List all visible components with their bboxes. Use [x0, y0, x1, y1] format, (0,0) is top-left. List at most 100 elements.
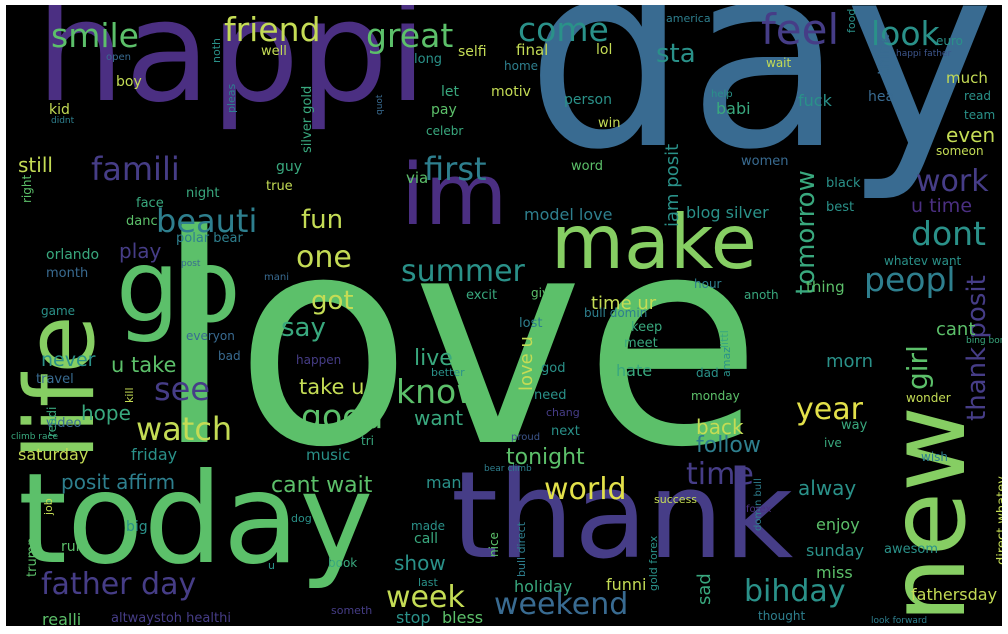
word-last: last — [418, 576, 438, 589]
word-take-u: take u — [299, 375, 365, 399]
word-play: play — [119, 239, 162, 263]
word-girl: girl — [901, 345, 934, 390]
word-team: team — [964, 108, 996, 122]
word-cant: cant — [936, 319, 976, 340]
word-fun: fun — [301, 205, 344, 235]
word-call: call — [414, 531, 439, 547]
word-travel: travel — [36, 372, 74, 387]
word-sad: sad — [694, 573, 715, 605]
word-follow: follow — [696, 433, 761, 458]
word-model-love: model love — [524, 205, 613, 224]
word-music: music — [306, 446, 351, 464]
word-proud: proud — [511, 432, 541, 443]
word-home: home — [504, 59, 539, 73]
word-right: right — [20, 174, 34, 203]
word-make: make — [551, 198, 757, 286]
word-famili: famili — [91, 150, 180, 188]
word-made: made — [411, 519, 446, 533]
word-kid: kid — [49, 102, 70, 118]
word-friend: friend — [224, 10, 321, 49]
word-person: person — [564, 92, 612, 108]
word-live: live — [414, 346, 453, 371]
word-via: via — [406, 169, 429, 187]
word-look: look — [871, 14, 940, 53]
word-happi: happi — [36, 5, 428, 134]
word-amaz: amaz — [720, 347, 733, 377]
word-meet: meet — [624, 336, 658, 351]
word-polar-bear: polar bear — [176, 231, 243, 246]
word-month: month — [46, 266, 89, 281]
word-miss: miss — [816, 563, 853, 582]
word-iam-posit: iam posit — [662, 143, 683, 227]
word-watch: watch — [136, 410, 233, 448]
word-next: next — [551, 424, 580, 439]
word-work: work — [916, 164, 989, 199]
word-time-ur: time ur — [591, 293, 657, 314]
word-bless: bless — [442, 608, 484, 626]
word-u-take: u take — [111, 353, 177, 377]
word-good: good — [301, 397, 384, 436]
word-video: video — [46, 416, 82, 431]
word-open: open — [106, 52, 131, 63]
word-tonight: tonight — [506, 445, 585, 470]
word-love-u: love u — [516, 336, 537, 391]
word-back: back — [696, 415, 744, 439]
word-sunday: sunday — [806, 541, 865, 560]
word-wish: wish — [921, 450, 949, 464]
word-bihday: bihday — [744, 574, 846, 609]
word-hea: hea — [868, 89, 895, 105]
word-trump: trump — [25, 537, 40, 577]
word-mani: mani — [264, 272, 289, 283]
word-sta: sta — [656, 39, 696, 69]
word-anoth: anoth — [744, 288, 779, 302]
word-bull-direct: bull direct — [515, 521, 528, 577]
word-someon: someon — [936, 144, 984, 158]
word-need: need — [534, 388, 567, 403]
word-still: still — [18, 153, 53, 177]
word-u-time: u time — [911, 195, 973, 217]
word-america: america — [666, 12, 711, 25]
word-food: food — [845, 8, 858, 33]
word-wait: wait — [766, 56, 792, 70]
word-face: face — [136, 196, 164, 211]
word-forex: forex — [746, 504, 772, 515]
word-whatev-want: whatev want — [884, 254, 962, 268]
word-love: love — [154, 174, 763, 511]
word-danc: danc — [126, 214, 158, 229]
word-euro: euro — [936, 34, 963, 48]
word-thank-posit: thank posit — [962, 275, 992, 421]
word-never: never — [41, 349, 96, 371]
word-celebr: celebr — [426, 124, 464, 138]
word-tomorrow: tomorrow — [791, 170, 821, 295]
word-boy: boy — [116, 74, 142, 90]
word-bull-domin: bull domin — [584, 306, 648, 320]
word-god: god — [541, 361, 566, 376]
word-black: black — [826, 176, 861, 191]
word-book: book — [328, 556, 358, 570]
word-awesom: awesom — [884, 542, 938, 557]
word-pay: pay — [431, 102, 457, 118]
word-altwaystoh-healthi: altwaystoh healthi — [111, 611, 231, 626]
word-think: think — [874, 34, 893, 75]
word-see: see — [154, 370, 211, 408]
word-better: better — [431, 366, 465, 379]
word-peopl: peopl — [864, 260, 956, 299]
word-feel: feel — [761, 5, 840, 54]
word-night: night — [186, 186, 220, 201]
word-direct-whatev: direct whatev — [995, 476, 1002, 565]
word-orlando: orlando — [46, 247, 100, 263]
word-win: win — [598, 116, 621, 131]
word-funni: funni — [606, 575, 647, 594]
word-tri: tri — [361, 434, 374, 448]
word-thing: thing — [806, 278, 845, 296]
word-everyon: everyon — [186, 329, 235, 343]
word-much: much — [946, 69, 988, 87]
word-say: say — [281, 313, 326, 343]
word-come: come — [518, 10, 609, 49]
word-summer: summer — [401, 254, 525, 289]
word-year: year — [796, 392, 863, 427]
word-fuck: fuck — [798, 91, 832, 110]
word-kill: kill — [123, 387, 136, 403]
word-cloud: love day happi today thank new life go im make smi… — [6, 5, 1002, 626]
word-want: want — [414, 406, 464, 430]
